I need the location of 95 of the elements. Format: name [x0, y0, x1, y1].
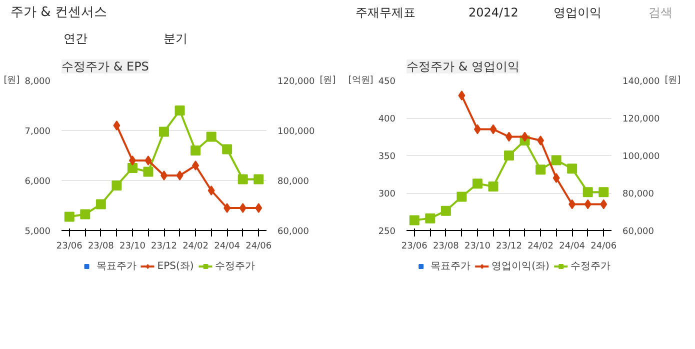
point: [222, 144, 232, 154]
x-tick-label: 24/06: [246, 242, 272, 252]
x-tick-label: 23/12: [496, 242, 522, 252]
text: 2024/12: [468, 6, 518, 20]
y-tick-label: 250: [378, 227, 396, 237]
point: [537, 136, 544, 146]
legend-label: 수정주가: [570, 260, 610, 273]
x-tick-label: 23/10: [464, 242, 491, 252]
point: [239, 203, 246, 213]
point: [488, 181, 498, 192]
y2-axis-title: [원]: [664, 76, 681, 86]
text: 연간: [64, 32, 88, 46]
x-tick-label: 24/02: [528, 242, 554, 252]
chart-title: 수정주가 & EPS: [62, 60, 149, 74]
text: 영업이익: [554, 6, 602, 20]
point: [255, 203, 262, 213]
y2-tick-label: 100,000: [622, 152, 660, 162]
point: [458, 90, 466, 100]
y-tick-label: 5,000: [24, 227, 51, 237]
y-tick-label: 300: [378, 190, 396, 200]
point: [552, 173, 560, 183]
point: [206, 132, 216, 142]
point: [64, 212, 74, 222]
y-tick-label: 6,000: [24, 177, 51, 187]
text: 주재무제표: [356, 6, 416, 20]
x-tick-label: 23/12: [151, 242, 177, 252]
text: 분기: [164, 32, 188, 46]
x-tick-label: 24/06: [590, 242, 617, 252]
y-tick-label: 7,000: [24, 127, 51, 137]
point: [159, 126, 169, 137]
point: [190, 146, 201, 156]
y2-tick-label: 80,000: [622, 190, 654, 200]
point: [143, 166, 154, 177]
point: [224, 203, 231, 213]
point: [160, 170, 168, 180]
point: [440, 206, 451, 216]
point: [254, 174, 264, 184]
point: [112, 180, 122, 190]
y2-tick-label: 140,000: [622, 77, 660, 87]
point: [409, 215, 420, 226]
point: [472, 178, 482, 189]
point: [600, 199, 608, 210]
x-tick-label: 23/08: [88, 242, 114, 252]
point: [80, 209, 90, 220]
point: [551, 155, 562, 166]
point: [174, 106, 185, 116]
y2-tick-label: 60,000: [622, 227, 654, 237]
point: [568, 199, 576, 210]
text: 주가 & 컨센서스: [10, 5, 107, 20]
legend-label: 목표주가: [430, 260, 471, 273]
y-tick-label: 400: [378, 114, 396, 124]
point: [536, 164, 546, 175]
y-tick-label: 8,000: [24, 77, 51, 87]
point: [456, 192, 467, 202]
legend-label: 수정주가: [214, 260, 255, 273]
y-axis-title: [억원]: [348, 76, 374, 86]
x-tick-label: 24/04: [214, 242, 240, 252]
point: [144, 156, 152, 166]
point: [582, 187, 593, 198]
x-tick-label: 23/10: [119, 242, 146, 252]
y-tick-label: 350: [378, 152, 396, 162]
point: [176, 170, 184, 180]
point: [192, 160, 200, 170]
point: [208, 186, 215, 196]
point: [113, 120, 120, 130]
y2-tick-label: 120,000: [278, 77, 315, 87]
y-axis-title: [원]: [4, 76, 20, 86]
x-tick-label: 24/04: [559, 242, 586, 252]
point: [504, 150, 514, 160]
x-tick-label: 24/02: [182, 242, 209, 252]
y2-tick-label: 100,000: [278, 127, 315, 137]
point: [490, 124, 497, 134]
point: [128, 156, 136, 166]
point: [598, 187, 609, 198]
point: [127, 163, 138, 173]
point: [96, 199, 106, 210]
x-tick-label: 23/06: [56, 242, 83, 252]
point: [474, 124, 481, 134]
legend-label: EPS(좌): [157, 260, 194, 273]
point: [567, 164, 578, 174]
legend-label: 목표주가: [96, 260, 136, 273]
point: [521, 132, 528, 142]
y2-tick-label: 120,000: [622, 114, 660, 124]
chart-title: 수정주가 & 영업이익: [406, 60, 520, 74]
y2-tick-label: 60,000: [278, 227, 310, 237]
text: 검색: [648, 6, 672, 20]
y-tick-label: 450: [378, 77, 396, 87]
point: [584, 199, 592, 210]
x-tick-label: 23/06: [401, 242, 428, 252]
y2-axis-title: [원]: [320, 76, 336, 86]
point: [425, 213, 436, 224]
legend-label: 영업이익(좌): [492, 260, 550, 273]
point: [238, 174, 248, 184]
x-tick-label: 23/08: [432, 242, 460, 252]
y2-tick-label: 80,000: [278, 177, 310, 187]
